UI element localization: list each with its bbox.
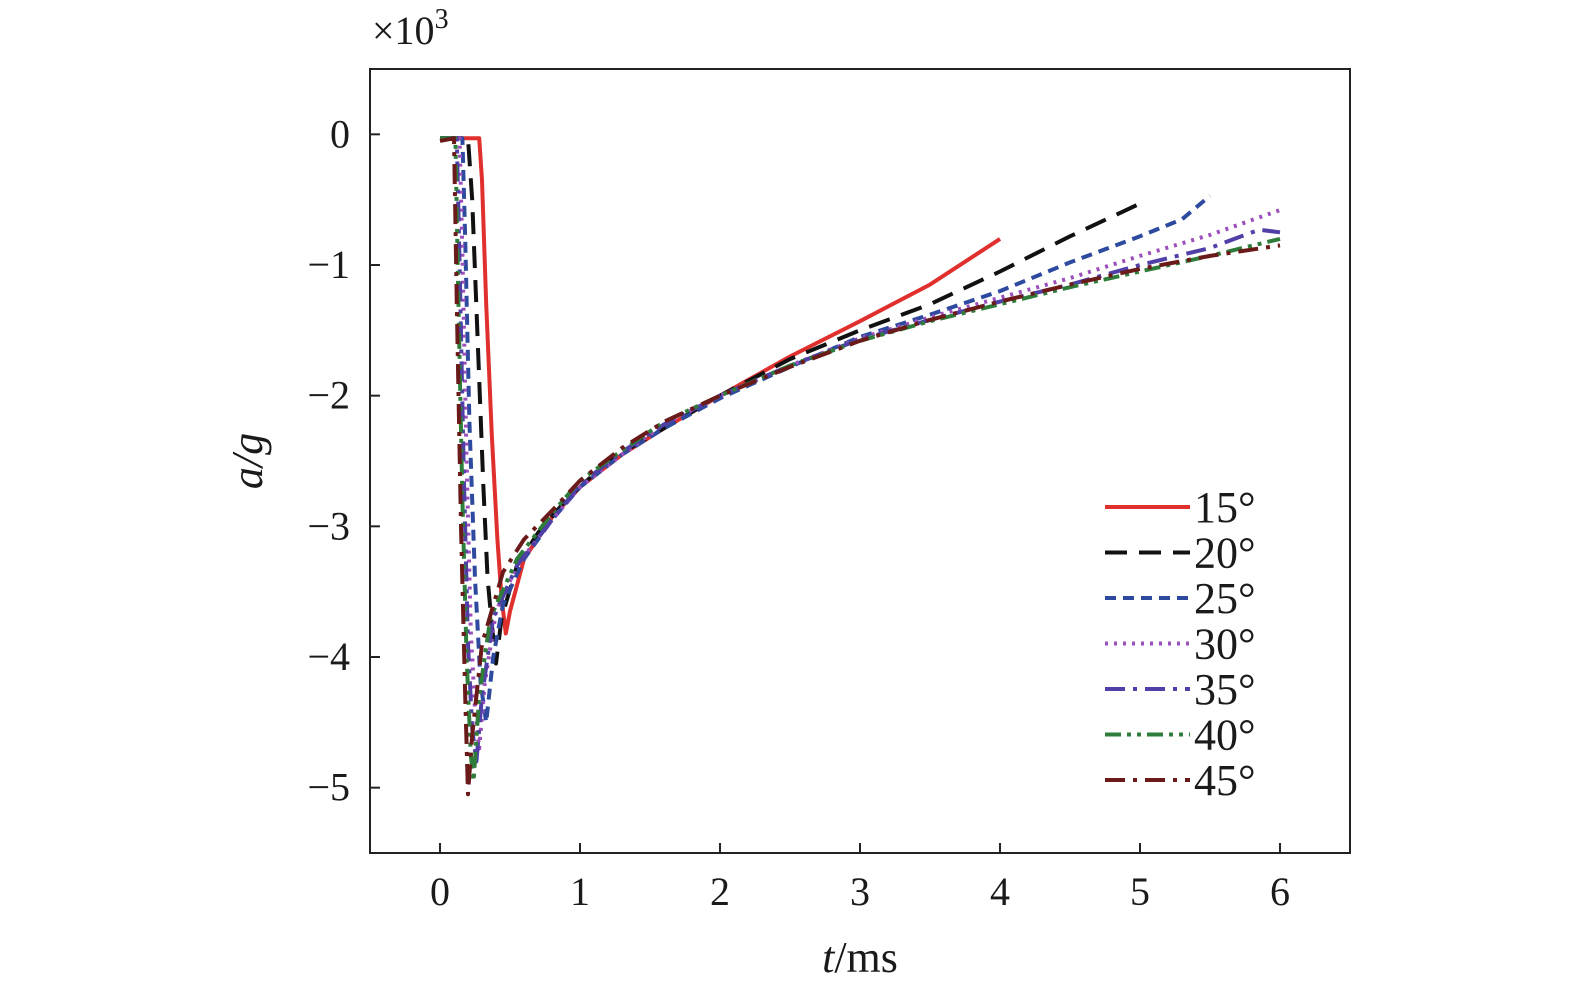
y-tick-label: −5	[307, 765, 350, 810]
legend-label-2: 20°	[1194, 529, 1256, 578]
y-axis-unit: /g	[223, 433, 272, 470]
x-axis-unit: /ms	[834, 933, 898, 982]
y-tick-label: −4	[307, 634, 350, 679]
y-multiplier-base: ×10	[372, 8, 435, 53]
y-tick-label: −1	[307, 242, 350, 287]
legend-label-1: 15°	[1194, 483, 1256, 532]
series-line-4	[440, 136, 1281, 751]
y-axis-variable: a	[223, 467, 272, 489]
y-axis-title: a/g	[223, 433, 272, 489]
ticks-layer: 0 1 2 3 4 5 6 0 −1 −2 −3 −4 −5	[307, 111, 1290, 914]
x-tick-label: 5	[1130, 869, 1150, 914]
y-tick-label: −2	[307, 373, 350, 418]
series-line-2	[440, 136, 1141, 666]
x-tick-label: 2	[710, 869, 730, 914]
series-layer	[439, 136, 1281, 797]
series-line-6	[440, 136, 1281, 784]
legend-label-5: 35°	[1194, 665, 1256, 714]
x-tick-label: 4	[990, 869, 1010, 914]
series-line-7	[439, 136, 1281, 797]
legend-label-7: 45°	[1194, 756, 1256, 805]
x-tick-label: 6	[1270, 869, 1290, 914]
x-tick-label: 3	[850, 869, 870, 914]
y-multiplier-label: ×103	[372, 4, 449, 53]
y-tick-label: 0	[330, 111, 350, 156]
legend-label-6: 40°	[1194, 711, 1256, 760]
x-tick-label: 1	[570, 869, 590, 914]
y-multiplier-exponent: 3	[435, 4, 449, 35]
x-axis-variable: t	[822, 933, 836, 982]
x-tick-label: 0	[430, 869, 450, 914]
legend-label-3: 25°	[1194, 574, 1256, 623]
x-axis-title: t/ms	[822, 933, 898, 982]
legend-label-4: 30°	[1194, 620, 1256, 669]
legend: 15°20°25°30°35°40°45°	[1105, 483, 1256, 805]
y-tick-label: −3	[307, 503, 350, 548]
